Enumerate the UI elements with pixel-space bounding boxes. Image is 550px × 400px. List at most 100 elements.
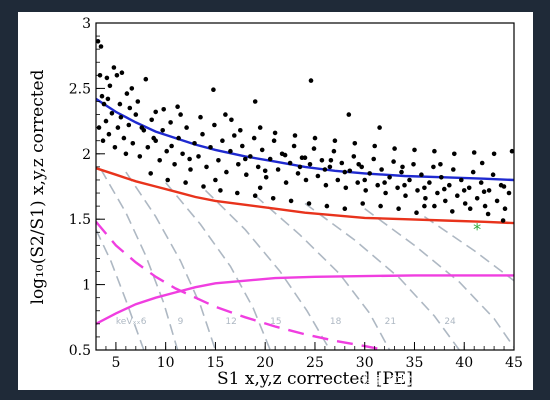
band-curve xyxy=(96,97,514,182)
data-point xyxy=(452,151,457,157)
y-tick-label: 3 xyxy=(82,16,91,32)
data-point xyxy=(99,93,105,99)
data-point xyxy=(490,172,496,177)
data-point xyxy=(288,198,294,204)
data-point xyxy=(130,141,136,146)
data-point xyxy=(180,151,185,157)
data-point xyxy=(105,96,111,102)
energy-contour-line xyxy=(364,208,514,348)
data-point xyxy=(491,151,497,157)
band-curve xyxy=(96,167,514,225)
data-point xyxy=(461,188,467,193)
data-point xyxy=(308,78,314,83)
data-point xyxy=(328,158,334,163)
energy-contour-line xyxy=(304,202,460,350)
data-point xyxy=(187,156,192,162)
x-tick-label: 10 xyxy=(157,355,175,371)
data-point xyxy=(257,185,263,191)
data-point xyxy=(263,175,269,180)
special-marker: * xyxy=(473,219,481,238)
data-point xyxy=(442,186,447,192)
data-point xyxy=(396,206,401,211)
data-point xyxy=(297,164,303,170)
x-tick-label: 35 xyxy=(406,355,424,371)
data-point xyxy=(462,201,468,206)
data-point xyxy=(244,172,249,177)
data-point xyxy=(506,190,512,196)
band-curve xyxy=(96,221,385,350)
x-axis-label: S1 x,y,z corrected [PE] xyxy=(217,369,413,389)
data-point xyxy=(494,198,500,204)
contour-label: 6 xyxy=(141,317,147,327)
x-tick-label: 20 xyxy=(256,355,274,371)
data-point xyxy=(382,180,387,185)
data-point xyxy=(312,135,318,141)
data-point xyxy=(438,162,443,167)
energy-contour-line xyxy=(165,182,271,350)
data-point xyxy=(422,185,427,191)
data-point xyxy=(119,70,125,75)
data-point xyxy=(153,109,158,115)
data-point xyxy=(291,143,297,149)
data-point xyxy=(143,76,149,82)
data-point xyxy=(129,86,135,91)
x-tick-label: 30 xyxy=(356,355,374,371)
data-point xyxy=(257,125,263,130)
data-point xyxy=(235,190,240,196)
data-point xyxy=(432,203,437,209)
data-point xyxy=(240,143,245,149)
data-point xyxy=(372,143,378,149)
x-tick-label: 40 xyxy=(455,355,473,371)
data-point xyxy=(267,156,273,162)
data-point xyxy=(303,177,309,183)
data-point xyxy=(196,154,201,159)
energy-contour-line xyxy=(204,189,331,350)
data-point xyxy=(200,131,205,137)
data-point xyxy=(362,177,368,183)
data-point xyxy=(447,182,452,188)
data-point xyxy=(432,148,437,154)
data-point xyxy=(391,159,396,164)
data-point xyxy=(383,190,388,196)
data-point xyxy=(431,164,436,170)
data-point xyxy=(359,164,365,170)
contour-label: 21 xyxy=(385,317,396,327)
data-point xyxy=(352,141,358,146)
data-point xyxy=(139,125,145,130)
data-point xyxy=(479,160,485,166)
data-point xyxy=(486,188,492,193)
data-point xyxy=(111,65,117,70)
data-point xyxy=(282,152,288,158)
chart-frame xyxy=(18,12,533,390)
data-point xyxy=(392,146,397,151)
x-tick-label: 25 xyxy=(306,355,324,371)
data-point xyxy=(485,211,491,217)
data-point xyxy=(400,164,405,170)
data-point xyxy=(232,133,237,138)
data-point xyxy=(451,167,456,172)
data-point xyxy=(412,147,417,153)
data-point xyxy=(347,168,353,174)
data-point xyxy=(223,112,228,117)
data-point xyxy=(371,156,377,162)
data-point xyxy=(322,167,328,172)
data-point xyxy=(272,130,278,136)
data-point xyxy=(160,128,165,133)
data-point xyxy=(98,44,104,49)
data-point xyxy=(471,150,477,155)
data-point xyxy=(356,162,362,167)
data-point xyxy=(339,160,345,166)
y-axis: 0.5 1 1.5 2 2.5 3 xyxy=(69,16,105,359)
data-point xyxy=(172,162,177,167)
data-point xyxy=(103,118,109,124)
data-point xyxy=(351,154,357,159)
data-point xyxy=(106,131,112,137)
data-point xyxy=(474,196,480,201)
data-point xyxy=(427,180,432,185)
data-point xyxy=(411,162,416,167)
data-point xyxy=(343,185,349,191)
data-point xyxy=(148,171,153,176)
data-point xyxy=(271,138,277,143)
plot-area: * xyxy=(96,39,514,350)
